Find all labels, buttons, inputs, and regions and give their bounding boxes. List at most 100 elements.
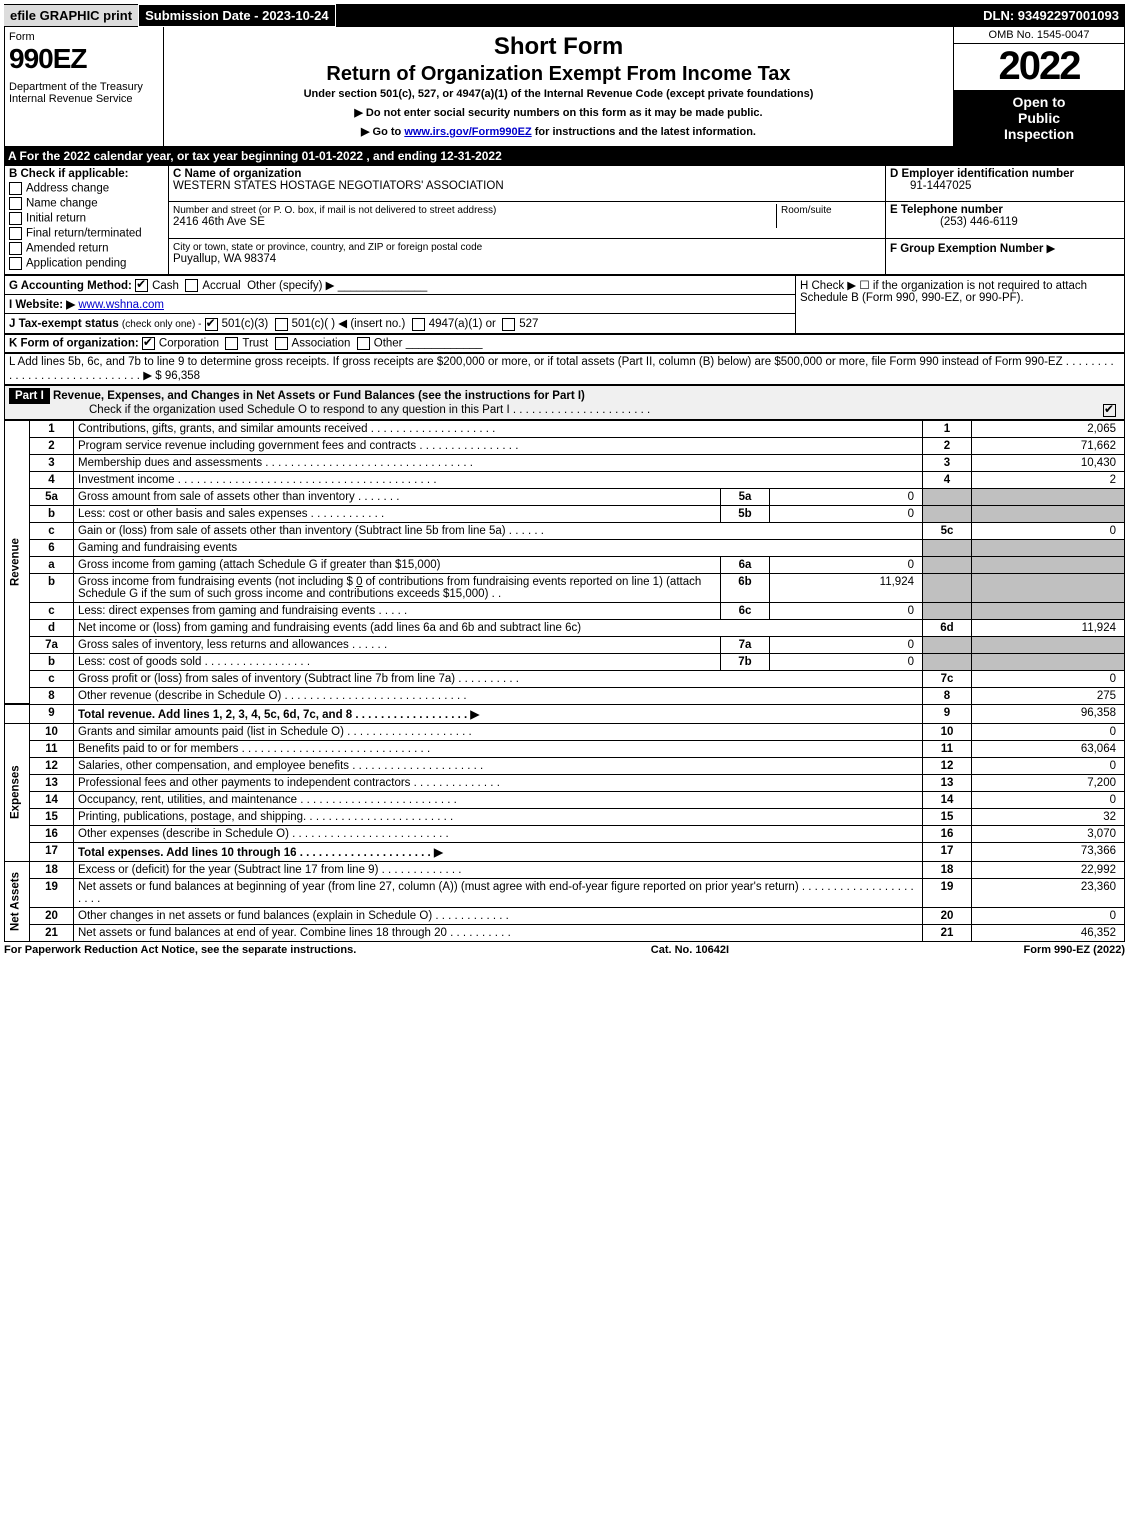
j-4947: 4947(a)(1) or [429,318,496,330]
line-5a-sub: 5a [721,488,770,505]
line-7b-greyamt [972,653,1125,670]
cb-4947[interactable] [412,318,425,331]
city-label: City or town, state or province, country… [173,242,482,253]
notice-goto-pre: ▶ Go to [361,126,404,138]
cb-final-return[interactable]: Final return/terminated [26,228,142,240]
line-21-amt: 46,352 [972,924,1125,941]
line-19-desc: Net assets or fund balances at beginning… [74,878,923,907]
open-to-public: Open to Public Inspection [954,90,1124,146]
line-7a-greyamt [972,636,1125,653]
line-6b-pre: Gross income from fundraising events (no… [78,576,356,588]
line-7c-num: c [30,670,74,687]
cb-accrual[interactable] [185,279,198,292]
cb-cash[interactable] [135,279,148,292]
line-6b-num: b [30,573,74,602]
j-501c: 501(c)( ) ◀ (insert no.) [292,318,406,330]
website-link[interactable]: www.wshna.com [78,299,164,311]
cb-corp[interactable] [142,337,155,350]
room-label: Room/suite [781,205,832,216]
section-e: E Telephone number (253) 446-6119 [886,202,1125,238]
cb-initial-return[interactable]: Initial return [26,213,86,225]
dept-treasury: Department of the Treasury [9,81,159,93]
line-5a-samt: 0 [770,488,923,505]
cb-trust[interactable] [225,337,238,350]
line-20-amt: 0 [972,907,1125,924]
notice-ssn: ▶ Do not enter social security numbers o… [172,106,945,119]
line-3-num: 3 [30,454,74,471]
line-7a-num: 7a [30,636,74,653]
tax-year: 2022 [954,44,1124,88]
line-5b-samt: 0 [770,505,923,522]
line-7c-desc: Gross profit or (loss) from sales of inv… [74,670,923,687]
section-f: F Group Exemption Number ▶ [886,238,1125,274]
cb-pending[interactable]: Application pending [26,258,126,270]
line-4-box: 4 [923,471,972,488]
line-14-desc: Occupancy, rent, utilities, and maintena… [74,791,923,808]
part-i-checkbox[interactable] [1103,404,1116,417]
cb-501c[interactable] [275,318,288,331]
section-c-name: C Name of organization WESTERN STATES HO… [169,166,886,202]
line-2-amt: 71,662 [972,437,1125,454]
line-6c-greyamt [972,602,1125,619]
line-5c-desc: Gain or (loss) from sale of assets other… [74,522,923,539]
line-21-desc: Net assets or fund balances at end of ye… [74,924,923,941]
line-9-amt: 96,358 [972,704,1125,723]
cb-other[interactable] [357,337,370,350]
dln: DLN: 93492297001093 [977,5,1125,26]
line-7a-desc: Gross sales of inventory, less returns a… [74,636,721,653]
cb-501c3[interactable] [205,318,218,331]
line-6a-greybox [923,556,972,573]
part-i-check-line: Check if the organization used Schedule … [9,404,650,416]
line-6-num: 6 [30,539,74,556]
section-g: G Accounting Method: Cash Accrual Other … [5,276,796,295]
ein: 91-1447025 [890,180,971,192]
submission-date: Submission Date - 2023-10-24 [138,4,336,27]
cb-527[interactable] [502,318,515,331]
line-5a-greyamt [972,488,1125,505]
line-9-desc: Total revenue. Add lines 1, 2, 3, 4, 5c,… [74,704,923,723]
irs-link[interactable]: www.irs.gov/Form990EZ [404,126,531,138]
i-label: I Website: ▶ [9,299,75,311]
line-5b-num: b [30,505,74,522]
line-1-num: 1 [30,420,74,437]
cb-address-change[interactable]: Address change [26,183,109,195]
line-13-desc: Professional fees and other payments to … [74,774,923,791]
line-15-amt: 32 [972,808,1125,825]
efile-label[interactable]: efile GRAPHIC print [4,5,138,26]
l-amount: $ 96,358 [155,370,200,382]
line-6a-samt: 0 [770,556,923,573]
line-12-amt: 0 [972,757,1125,774]
cb-amended[interactable]: Amended return [26,243,108,255]
notice-goto-post: for instructions and the latest informat… [535,126,756,138]
line-18-num: 18 [30,861,74,878]
line-6d-desc: Net income or (loss) from gaming and fun… [74,619,923,636]
line-11-desc: Benefits paid to or for members . . . . … [74,740,923,757]
line-7b-samt: 0 [770,653,923,670]
header-center: Short Form Return of Organization Exempt… [164,27,953,146]
line-5c-amt: 0 [972,522,1125,539]
line-3-amt: 10,430 [972,454,1125,471]
subtitle: Under section 501(c), 527, or 4947(a)(1)… [172,88,945,100]
line-19-num: 19 [30,878,74,907]
line-6c-num: c [30,602,74,619]
revenue-sidebar-end [5,704,30,723]
k-corp: Corporation [159,337,219,349]
line-10-box: 10 [923,723,972,740]
telephone: (253) 446-6119 [890,216,1018,228]
line-12-box: 12 [923,757,972,774]
f-arrow: ▶ [1047,243,1056,255]
line-1-amt: 2,065 [972,420,1125,437]
j-501c3: 501(c)(3) [222,318,269,330]
page-footer: For Paperwork Reduction Act Notice, see … [4,942,1125,956]
line-10-desc: Grants and similar amounts paid (list in… [74,723,923,740]
line-11-num: 11 [30,740,74,757]
line-5c-num: c [30,522,74,539]
cb-assoc[interactable] [275,337,288,350]
line-15-num: 15 [30,808,74,825]
line-19-amt: 23,360 [972,878,1125,907]
cb-name-change[interactable]: Name change [26,198,98,210]
line-16-num: 16 [30,825,74,842]
line-7b-sub: 7b [721,653,770,670]
section-c-city: City or town, state or province, country… [169,238,886,274]
line-8-amt: 275 [972,687,1125,704]
